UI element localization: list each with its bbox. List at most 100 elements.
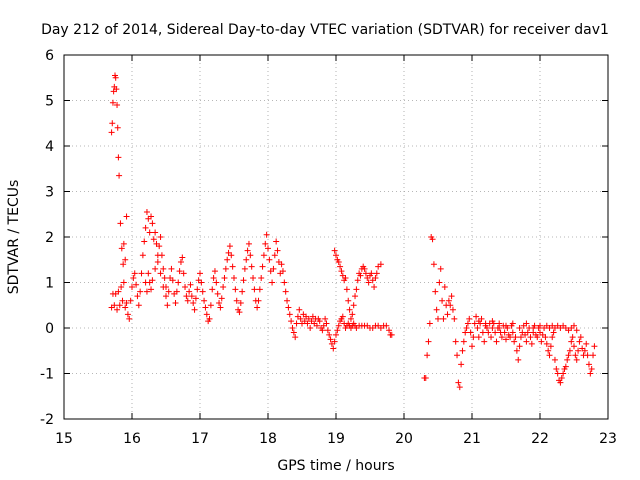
data-point (115, 288, 122, 295)
data-point (158, 252, 165, 259)
data-point (114, 102, 121, 109)
data-point (365, 279, 372, 286)
data-point (229, 263, 236, 270)
data-point (591, 343, 598, 350)
data-point (542, 334, 549, 341)
data-point (148, 213, 155, 220)
data-point (546, 352, 553, 359)
data-point (335, 259, 342, 266)
data-point (232, 286, 239, 293)
data-point (549, 334, 556, 341)
data-point (265, 245, 271, 252)
data-point (319, 327, 326, 334)
data-point (172, 299, 179, 306)
data-point (511, 338, 518, 345)
data-point (186, 288, 193, 295)
y-tick-label: 4 (45, 139, 54, 155)
data-point (571, 322, 577, 329)
data-point (258, 274, 265, 281)
data-point (130, 274, 137, 281)
data-point (534, 334, 541, 341)
data-point (244, 247, 251, 254)
data-point (131, 270, 138, 277)
data-point (337, 263, 344, 270)
data-point (184, 297, 191, 304)
data-point (199, 288, 206, 295)
data-point (156, 243, 163, 250)
data-point (120, 279, 127, 286)
data-point (471, 320, 478, 327)
data-point (545, 347, 552, 354)
data-point (122, 256, 129, 263)
data-point (523, 320, 530, 327)
data-point (362, 270, 369, 277)
data-point (368, 270, 375, 277)
y-tick-label: -1 (40, 367, 54, 383)
data-point (211, 268, 218, 275)
data-point (117, 220, 124, 227)
data-point (176, 268, 183, 275)
data-point (240, 277, 247, 284)
data-point (516, 325, 523, 331)
data-point (173, 288, 180, 295)
data-point (165, 288, 172, 295)
data-point (503, 322, 509, 329)
data-point (281, 279, 288, 286)
data-point (134, 293, 141, 300)
data-point (197, 270, 203, 277)
data-point (501, 329, 508, 336)
data-point (479, 329, 486, 336)
data-point (564, 356, 571, 363)
data-point (218, 295, 225, 302)
data-point (207, 302, 214, 309)
data-point (330, 345, 337, 352)
data-point (108, 129, 115, 136)
data-point (347, 315, 354, 322)
data-point (333, 331, 339, 338)
data-point (576, 338, 583, 345)
data-point (373, 270, 380, 277)
data-point (509, 320, 516, 327)
data-point (109, 99, 116, 106)
data-point (326, 331, 333, 338)
data-point (141, 238, 148, 245)
y-tick-label: 0 (45, 321, 54, 337)
data-point (475, 318, 482, 325)
data-point (554, 370, 561, 377)
data-point (350, 302, 357, 309)
data-point (263, 231, 270, 238)
data-point (455, 379, 462, 386)
data-point (123, 299, 130, 306)
data-point (528, 340, 535, 347)
data-point (493, 338, 500, 345)
grid (64, 55, 608, 419)
data-point (345, 297, 352, 304)
data-point (297, 315, 304, 322)
data-point (143, 208, 150, 215)
data-point (454, 352, 461, 359)
data-point (470, 334, 477, 341)
data-point (157, 270, 164, 277)
data-point (388, 331, 395, 338)
data-point (327, 336, 334, 343)
data-point (469, 343, 475, 350)
data-point (346, 306, 353, 313)
data-point (333, 252, 339, 259)
data-point (273, 238, 280, 245)
data-point (361, 265, 368, 272)
x-tick-label: 21 (463, 431, 481, 447)
data-point (475, 334, 482, 341)
data-point (342, 274, 349, 281)
data-point (138, 270, 145, 277)
data-point (202, 304, 209, 311)
data-point (150, 236, 157, 243)
data-point (286, 311, 293, 318)
data-point (444, 311, 451, 318)
data-point (585, 361, 592, 368)
data-point (157, 234, 164, 240)
data-point (474, 325, 481, 331)
data-point (441, 284, 448, 291)
data-point (163, 293, 169, 300)
data-point (456, 384, 463, 391)
data-point (210, 274, 217, 281)
